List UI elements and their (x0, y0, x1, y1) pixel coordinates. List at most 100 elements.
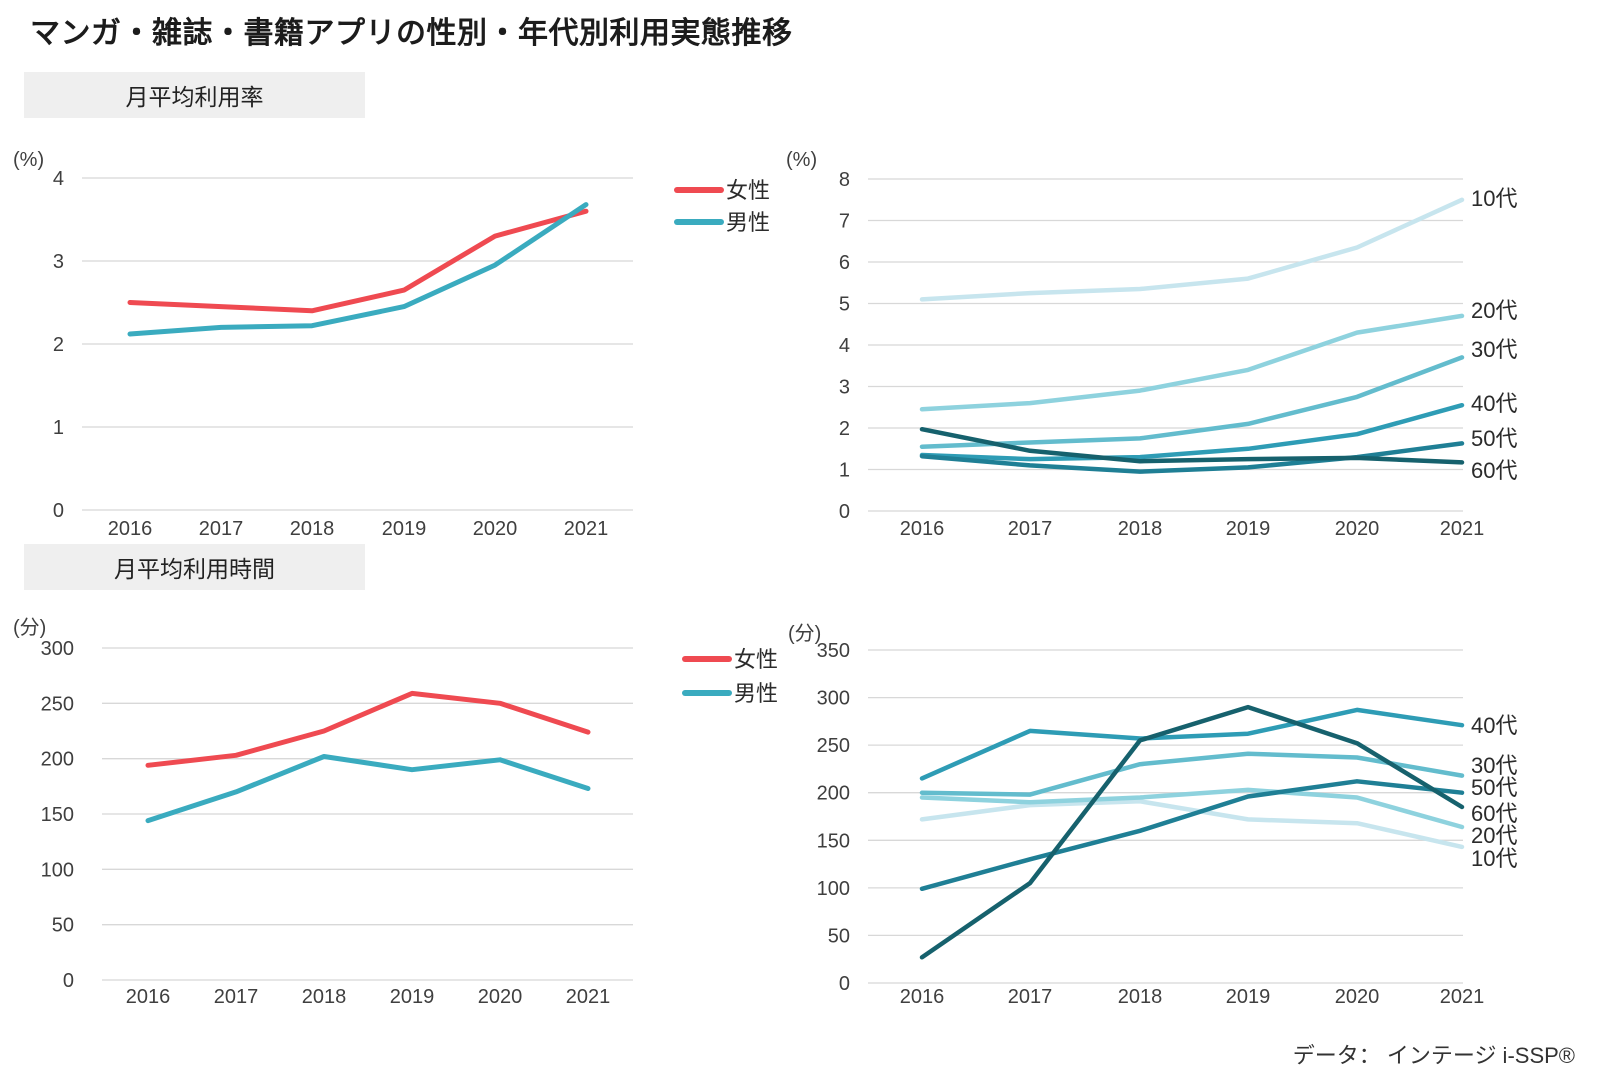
x-tick-label: 2021 (564, 518, 609, 540)
x-tick-label: 2021 (566, 986, 611, 1008)
x-tick-label: 2017 (214, 986, 259, 1008)
legend-label: 男性 (726, 210, 770, 235)
section-header-rate-label: 月平均利用率 (125, 84, 264, 110)
x-tick-label: 2016 (126, 986, 171, 1008)
axis-unit-label: (%) (786, 149, 817, 171)
x-tick-label: 2017 (199, 518, 244, 540)
y-tick-label: 7 (839, 211, 850, 233)
y-tick-label: 0 (839, 973, 850, 995)
y-tick-label: 100 (41, 859, 74, 881)
series-end-label: 40代 (1471, 391, 1517, 416)
y-tick-label: 150 (817, 830, 850, 852)
chart-usage-time-by-gender: 0 50 100 150 200 250 300(分) 2016 2017 2018 2019 202… (13, 616, 778, 1008)
x-tick-label: 2016 (900, 986, 945, 1008)
y-tick-label: 0 (53, 500, 64, 522)
y-tick-label: 0 (63, 970, 74, 992)
y-tick-label: 6 (839, 252, 850, 274)
series-end-label: 10代 (1471, 186, 1517, 211)
series-line-3 (919, 707, 1465, 781)
y-tick-label: 300 (41, 638, 74, 660)
series-line-0 (127, 208, 589, 314)
series-end-label: 60代 (1471, 801, 1517, 826)
y-tick-label: 50 (828, 925, 850, 947)
page-title: マンガ・雑誌・書籍アプリの性別・年代別利用実態推移 (30, 17, 793, 50)
series-line-1 (919, 787, 1465, 830)
x-tick-label: 2018 (290, 518, 335, 540)
series-line-3 (919, 402, 1465, 462)
series-end-label: 30代 (1471, 753, 1517, 778)
y-tick-label: 250 (817, 735, 850, 757)
y-tick-label: 1 (53, 417, 64, 439)
legend-label: 女性 (734, 647, 778, 672)
series-end-label: 40代 (1471, 713, 1517, 738)
series-line-0 (919, 799, 1465, 850)
y-tick-label: 4 (53, 168, 64, 190)
series-line-4 (919, 779, 1465, 892)
series-line-2 (919, 355, 1465, 449)
x-tick-label: 2018 (1118, 518, 1163, 540)
y-tick-label: 0 (839, 501, 850, 523)
x-tick-label: 2021 (1440, 518, 1485, 540)
series-line-0 (145, 690, 591, 768)
x-tick-label: 2018 (302, 986, 347, 1008)
series-end-label: 10代 (1471, 846, 1517, 871)
axis-unit-label: (分) (13, 616, 46, 639)
section-header-time-label: 月平均利用時間 (114, 556, 275, 582)
series-end-label: 60代 (1471, 458, 1517, 483)
x-tick-label: 2018 (1118, 986, 1163, 1008)
y-tick-label: 8 (839, 169, 850, 191)
y-tick-label: 250 (41, 693, 74, 715)
y-tick-label: 350 (817, 640, 850, 662)
series-line-2 (919, 751, 1465, 797)
series-line-5 (919, 426, 1465, 465)
series-line-0 (919, 197, 1465, 302)
x-tick-label: 2020 (478, 986, 523, 1008)
data-source: データ： インテージ i-SSP® (1292, 1043, 1575, 1068)
x-tick-label: 2020 (1335, 518, 1380, 540)
x-tick-label: 2016 (108, 518, 153, 540)
y-tick-label: 2 (53, 334, 64, 356)
x-tick-label: 2020 (1335, 986, 1380, 1008)
series-end-label: 30代 (1471, 337, 1517, 362)
axis-unit-label: (%) (13, 149, 44, 171)
x-tick-label: 2019 (1226, 518, 1271, 540)
y-tick-label: 50 (52, 915, 74, 937)
y-tick-label: 4 (839, 335, 850, 357)
y-tick-label: 200 (817, 783, 850, 805)
x-tick-label: 2019 (382, 518, 427, 540)
section-header-monthly-usage-rate: 月平均利用率 (24, 72, 365, 118)
y-tick-label: 300 (817, 688, 850, 710)
series-end-label: 20代 (1471, 298, 1517, 323)
y-tick-label: 200 (41, 749, 74, 771)
series-end-label: 50代 (1471, 426, 1517, 451)
series-line-1 (145, 754, 591, 824)
x-tick-label: 2021 (1440, 986, 1485, 1008)
y-tick-label: 3 (839, 377, 850, 399)
series-line-5 (919, 704, 1465, 960)
y-tick-label: 1 (839, 460, 850, 482)
x-tick-label: 2020 (473, 518, 518, 540)
x-tick-label: 2017 (1008, 986, 1053, 1008)
y-tick-label: 2 (839, 418, 850, 440)
y-tick-label: 3 (53, 251, 64, 273)
y-tick-label: 5 (839, 294, 850, 316)
x-tick-label: 2019 (390, 986, 435, 1008)
y-tick-label: 100 (817, 878, 850, 900)
series-line-1 (127, 202, 589, 337)
legend-label: 女性 (726, 178, 770, 203)
x-tick-label: 2019 (1226, 986, 1271, 1008)
series-line-4 (919, 441, 1465, 474)
series-end-label: 20代 (1471, 823, 1517, 848)
series-line-1 (919, 313, 1465, 412)
chart-usage-time-by-age: 0 50 100 150 200 250 300 350(分) 2016 2017 2018 2019… (788, 622, 1517, 1008)
y-tick-label: 150 (41, 804, 74, 826)
chart-usage-rate-by-age: 0 1 2 3 4 5 6 7 8 (%) 2016 2017 2018 2019 2020 2021 10代 2… (786, 149, 1517, 540)
x-tick-label: 2017 (1008, 518, 1053, 540)
series-end-label: 50代 (1471, 775, 1517, 800)
section-header-monthly-usage-time: 月平均利用時間 (24, 544, 365, 590)
axis-unit-label: (分) (788, 622, 821, 645)
x-tick-label: 2016 (900, 518, 945, 540)
legend-label: 男性 (734, 681, 778, 706)
